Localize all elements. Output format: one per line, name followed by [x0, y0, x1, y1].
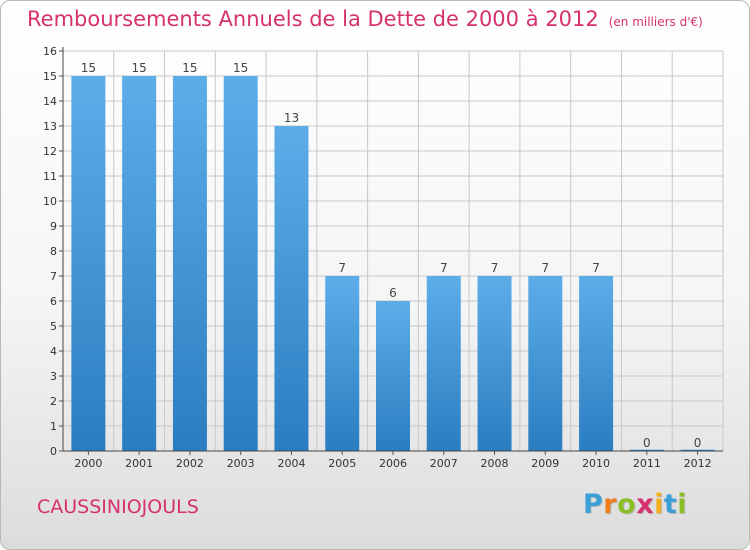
x-tick-label: 2003	[227, 457, 255, 470]
data-label: 7	[541, 261, 549, 275]
y-tick-label: 16	[43, 45, 57, 58]
logo-letter: i	[677, 489, 688, 520]
chart-title: Remboursements Annuels de la Dette de 20…	[27, 7, 703, 31]
data-label: 13	[284, 111, 299, 125]
x-tick-label: 2002	[176, 457, 204, 470]
logo-letter: x	[636, 489, 655, 520]
bar	[528, 276, 563, 451]
y-tick-label: 1	[50, 420, 57, 433]
bar	[477, 276, 512, 451]
logo-letter: r	[603, 489, 618, 520]
bar	[426, 276, 461, 451]
y-tick-label: 3	[50, 370, 57, 383]
y-tick-label: 7	[50, 270, 57, 283]
bar	[325, 276, 360, 451]
unit-text: (en milliers d'€)	[608, 15, 703, 29]
bar	[223, 76, 258, 451]
x-tick-label: 2012	[684, 457, 712, 470]
y-tick-label: 4	[50, 345, 57, 358]
data-label: 15	[233, 61, 248, 75]
y-tick-label: 14	[43, 95, 57, 108]
y-tick-label: 15	[43, 70, 57, 83]
y-tick-label: 0	[50, 445, 57, 458]
y-tick-label: 5	[50, 320, 57, 333]
y-tick-label: 8	[50, 245, 57, 258]
x-tick-label: 2005	[328, 457, 356, 470]
data-label: 0	[643, 436, 651, 450]
x-tick-label: 2007	[430, 457, 458, 470]
x-tick-label: 2006	[379, 457, 407, 470]
x-tick-label: 2001	[125, 457, 153, 470]
y-tick-label: 10	[43, 195, 57, 208]
x-tick-label: 2011	[633, 457, 661, 470]
title-text: Remboursements Annuels de la Dette de 20…	[27, 7, 599, 31]
data-label: 15	[132, 61, 147, 75]
bar	[579, 276, 614, 451]
commune-name: CAUSSINIOJOULS	[37, 496, 199, 518]
bar	[376, 301, 410, 451]
data-label: 7	[491, 261, 499, 275]
y-tick-label: 11	[43, 170, 57, 183]
data-label: 15	[81, 61, 96, 75]
logo-letter: o	[617, 489, 637, 520]
x-tick-label: 2000	[74, 457, 102, 470]
data-label: 6	[389, 286, 397, 300]
bar	[172, 76, 207, 451]
y-tick-label: 9	[50, 220, 57, 233]
y-tick-label: 12	[43, 145, 57, 158]
data-label: 15	[182, 61, 197, 75]
proxiti-logo: Proxiti	[583, 489, 687, 520]
logo-letter: i	[654, 489, 664, 520]
data-label: 7	[338, 261, 346, 275]
x-tick-label: 2004	[277, 457, 305, 470]
logo-letter: t	[663, 489, 678, 520]
data-label: 7	[592, 261, 600, 275]
bar	[122, 76, 157, 451]
x-tick-label: 2010	[582, 457, 610, 470]
y-tick-label: 13	[43, 120, 57, 133]
data-label: 7	[440, 261, 448, 275]
bar	[274, 126, 309, 451]
y-tick-label: 6	[50, 295, 57, 308]
x-tick-label: 2009	[531, 457, 559, 470]
bar	[71, 76, 106, 451]
logo-letter: P	[583, 489, 604, 520]
x-tick-label: 2008	[481, 457, 509, 470]
y-tick-label: 2	[50, 395, 57, 408]
data-label: 0	[694, 436, 702, 450]
